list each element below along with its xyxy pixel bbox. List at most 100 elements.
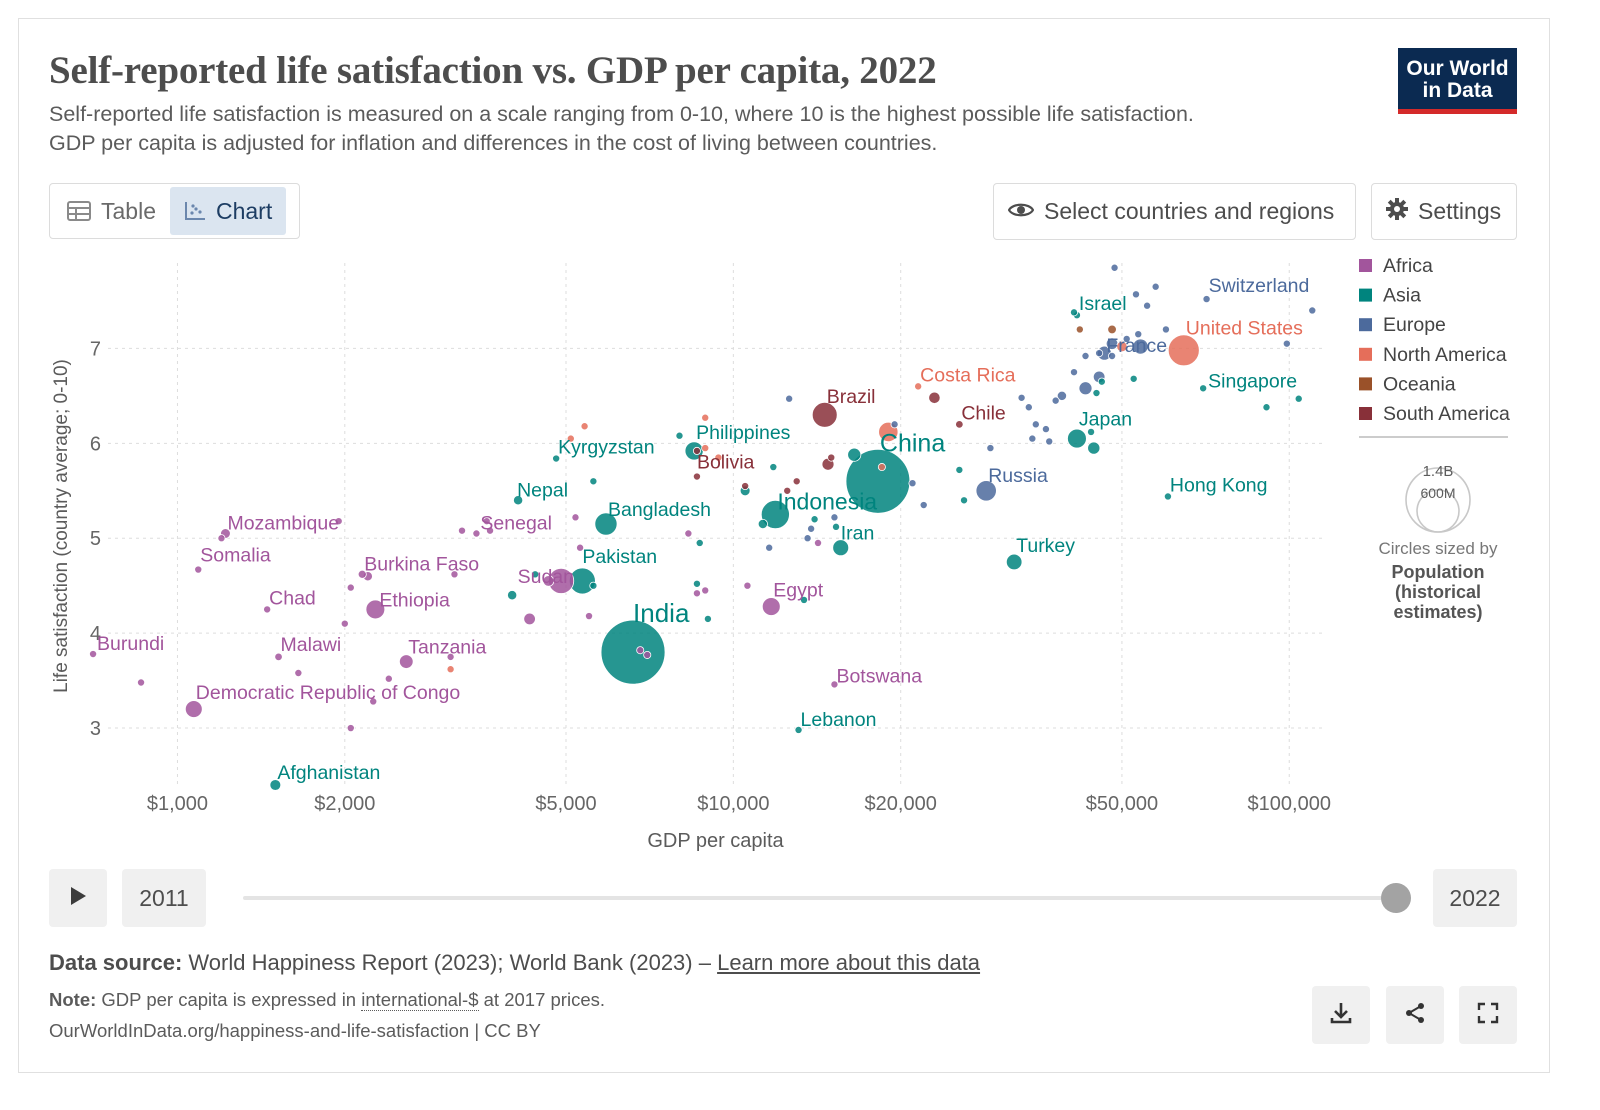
chart-icon bbox=[184, 201, 206, 221]
data-point bbox=[346, 724, 355, 733]
x-tick-label: $2,000 bbox=[314, 793, 375, 815]
select-countries-button[interactable]: Select countries and regions bbox=[993, 183, 1356, 240]
learn-more-link[interactable]: Learn more about this data bbox=[717, 950, 981, 975]
footer-url[interactable]: OurWorldInData.org/happiness-and-life-sa… bbox=[49, 1020, 541, 1041]
data-point bbox=[877, 463, 886, 472]
data-point bbox=[340, 619, 349, 628]
source-text: World Happiness Report (2023); World Ban… bbox=[188, 950, 711, 975]
data-point bbox=[792, 477, 801, 486]
timeline-handle[interactable] bbox=[1381, 883, 1411, 913]
data-point bbox=[384, 674, 393, 683]
data-point bbox=[692, 579, 701, 588]
point-label: Somalia bbox=[200, 545, 271, 567]
data-point bbox=[1167, 334, 1200, 367]
play-icon bbox=[69, 886, 87, 911]
data-point bbox=[1199, 384, 1208, 393]
x-axis-label: GDP per capita bbox=[647, 830, 784, 852]
data-point bbox=[757, 518, 768, 530]
y-axis-label: Life satisfaction (country average; 0-10… bbox=[51, 359, 72, 693]
data-point bbox=[552, 454, 561, 463]
data-point bbox=[761, 597, 781, 616]
point-label: Lebanon bbox=[801, 709, 877, 731]
data-point bbox=[692, 472, 701, 481]
point-label: Switzerland bbox=[1209, 275, 1310, 297]
legend-swatch bbox=[1359, 259, 1372, 272]
point-label: Sudan bbox=[518, 566, 574, 588]
data-point bbox=[1122, 334, 1131, 343]
data-point bbox=[1110, 263, 1119, 272]
data-point bbox=[703, 614, 712, 623]
data-point bbox=[830, 680, 839, 689]
data-point bbox=[743, 581, 752, 590]
x-tick-label: $1,000 bbox=[147, 793, 208, 815]
share-icon bbox=[1403, 1001, 1427, 1030]
legend-swatch bbox=[1359, 318, 1372, 332]
data-point bbox=[810, 515, 819, 524]
data-point bbox=[542, 575, 555, 587]
data-point bbox=[589, 477, 598, 486]
tab-table[interactable]: Table bbox=[53, 187, 170, 235]
point-label: Chile bbox=[961, 402, 1005, 424]
point-label: Pakistan bbox=[582, 546, 657, 568]
data-point bbox=[472, 529, 481, 538]
data-point bbox=[89, 650, 98, 659]
data-point bbox=[1056, 390, 1067, 401]
data-point bbox=[1095, 349, 1104, 358]
x-tick-label: $100,000 bbox=[1248, 793, 1331, 815]
data-point bbox=[955, 465, 964, 474]
y-tick-label: 6 bbox=[90, 433, 101, 455]
owid-logo[interactable]: Our World in Data bbox=[1398, 48, 1517, 114]
size-legend-metric: estimates) bbox=[1393, 602, 1482, 622]
start-year-box[interactable]: 2011 bbox=[122, 869, 206, 927]
data-point bbox=[576, 543, 585, 552]
data-point bbox=[486, 526, 495, 535]
tab-chart-label: Chart bbox=[215, 197, 273, 224]
data-point bbox=[975, 480, 997, 502]
data-point bbox=[692, 446, 701, 455]
download-button[interactable] bbox=[1312, 986, 1370, 1044]
settings-button[interactable]: Settings bbox=[1371, 183, 1517, 240]
data-point bbox=[369, 697, 378, 706]
data-point bbox=[827, 453, 836, 462]
x-tick-label: $5,000 bbox=[535, 793, 596, 815]
data-point bbox=[1202, 295, 1211, 304]
end-year-box[interactable]: 2022 bbox=[1433, 869, 1517, 927]
play-button[interactable] bbox=[49, 869, 107, 927]
point-label: Senegal bbox=[480, 512, 552, 534]
data-source: Data source: World Happiness Report (202… bbox=[49, 950, 980, 976]
data-point bbox=[1075, 325, 1084, 334]
data-point bbox=[1116, 340, 1128, 353]
data-point bbox=[811, 401, 838, 428]
point-label: Chad bbox=[269, 587, 316, 609]
data-point bbox=[643, 650, 652, 659]
subtitle-line-1: Self-reported life satisfaction is measu… bbox=[49, 102, 1194, 126]
fullscreen-button[interactable] bbox=[1459, 986, 1517, 1044]
international-dollar-link[interactable]: international-$ bbox=[361, 989, 479, 1011]
data-point bbox=[1031, 420, 1040, 429]
data-point bbox=[1087, 441, 1101, 455]
legend-swatch bbox=[1359, 288, 1372, 302]
data-point bbox=[399, 654, 414, 669]
data-point bbox=[714, 453, 723, 462]
data-point bbox=[446, 652, 455, 661]
note-text-2: at 2017 prices. bbox=[483, 989, 605, 1010]
data-point bbox=[692, 589, 701, 598]
source-label: Data source: bbox=[49, 950, 183, 975]
share-button[interactable] bbox=[1386, 986, 1444, 1044]
data-point bbox=[184, 700, 203, 718]
logo-line-1: Our World bbox=[1406, 57, 1509, 80]
size-legend-small-label: 600M bbox=[1420, 485, 1455, 501]
data-point bbox=[365, 599, 386, 620]
point-label: Tanzania bbox=[408, 637, 486, 659]
legend-label: North America bbox=[1383, 344, 1507, 366]
point-label: Indonesia bbox=[777, 489, 877, 515]
tab-chart[interactable]: Chart bbox=[169, 187, 287, 235]
data-point bbox=[334, 517, 343, 526]
x-tick-label: $10,000 bbox=[697, 793, 769, 815]
timeline-track[interactable] bbox=[243, 896, 1396, 900]
data-point bbox=[482, 517, 491, 526]
point-label: Egypt bbox=[773, 580, 823, 602]
data-point bbox=[701, 586, 710, 595]
point-label: Ethiopia bbox=[379, 589, 450, 611]
data-point bbox=[446, 665, 455, 674]
